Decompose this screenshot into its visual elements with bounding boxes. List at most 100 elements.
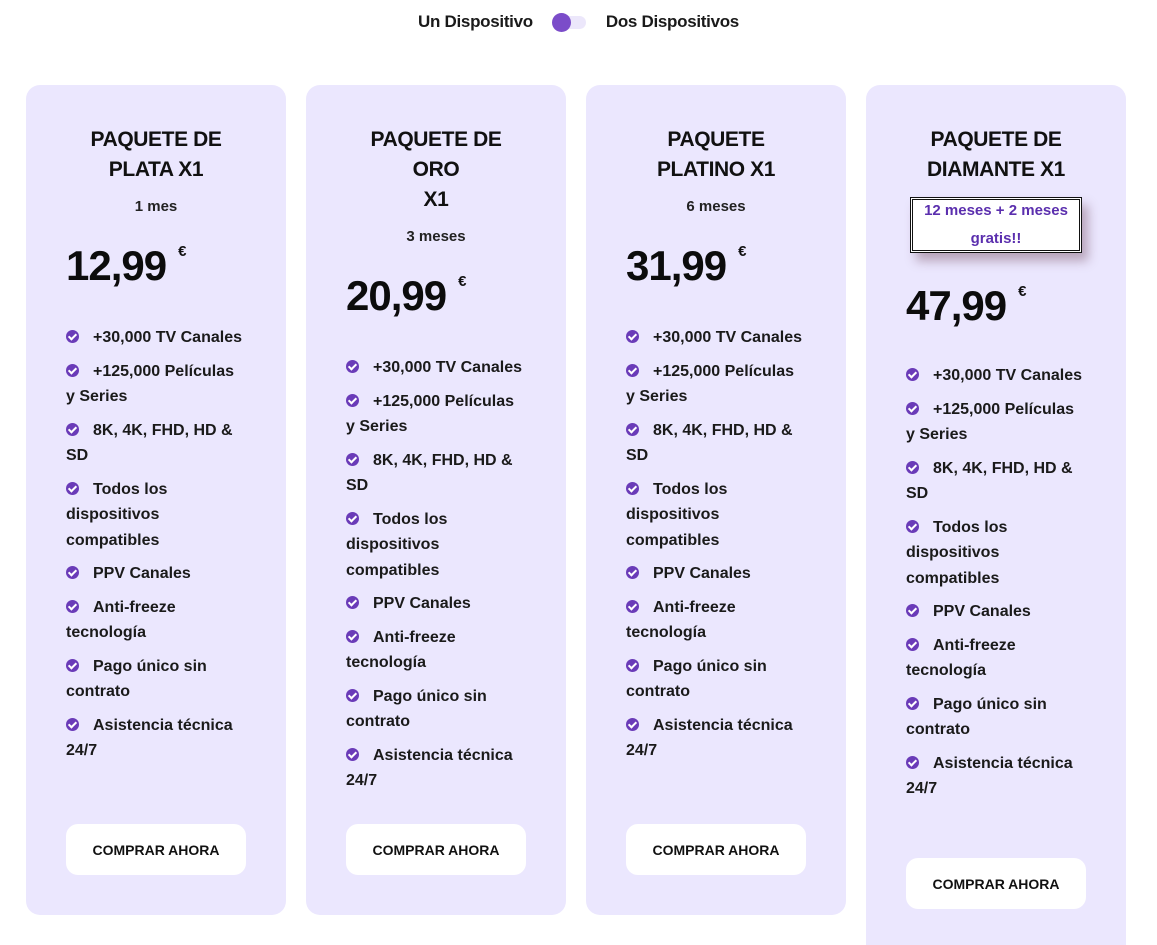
feature-text: +30,000 TV Canales [373, 359, 522, 376]
feature-item: Anti-freeze tecnología [626, 595, 806, 646]
feature-text: +30,000 TV Canales [933, 367, 1082, 384]
price-currency: € [1018, 283, 1027, 300]
feature-item: Todos los dispositivos compatibles [626, 477, 806, 554]
buy-now-button[interactable]: COMPRAR AHORA [346, 824, 526, 875]
feature-text: Pago único sin contrato [626, 657, 767, 701]
feature-text: Asistencia técnica 24/7 [626, 716, 793, 760]
plan-title: PAQUETE DE DIAMANTE X1 [927, 128, 1065, 181]
feature-item: +125,000 Películas y Series [66, 359, 246, 410]
toggle-label-two-devices[interactable]: Dos Dispositivos [605, 12, 739, 31]
switch-knob[interactable] [551, 13, 571, 32]
plan-card-platino: PAQUETE PLATINO X1 6 meses 31,99 € +30,0… [586, 85, 846, 915]
check-circle-icon [346, 688, 359, 702]
feature-item: Asistencia técnica 24/7 [346, 743, 526, 794]
feature-text: 8K, 4K, FHD, HD & SD [346, 451, 513, 495]
check-circle-icon [346, 393, 359, 407]
check-circle-icon [626, 717, 639, 731]
check-circle-icon [626, 481, 639, 495]
plan-duration: 6 meses [686, 198, 746, 215]
feature-text: Asistencia técnica 24/7 [66, 716, 233, 760]
feature-item: 8K, 4K, FHD, HD & SD [66, 418, 246, 469]
feature-list: +30,000 TV Canales +125,000 Películas y … [346, 355, 526, 794]
feature-item: 8K, 4K, FHD, HD & SD [626, 418, 806, 469]
check-circle-icon [66, 658, 79, 672]
check-circle-icon [66, 566, 79, 579]
price-currency: € [458, 273, 467, 290]
buy-now-button[interactable]: COMPRAR AHORA [626, 824, 806, 875]
check-circle-icon [626, 330, 639, 343]
feature-item: 8K, 4K, FHD, HD & SD [346, 448, 526, 499]
device-switch[interactable] [551, 13, 586, 32]
check-circle-icon [66, 481, 79, 495]
check-circle-icon [346, 511, 359, 525]
buy-now-button[interactable]: COMPRAR AHORA [66, 824, 246, 875]
feature-item: Pago único sin contrato [346, 684, 526, 735]
check-circle-icon [66, 363, 79, 377]
plan-title: PAQUETE DE PLATA X1 [90, 128, 222, 181]
check-circle-icon [906, 604, 919, 617]
check-circle-icon [346, 452, 359, 466]
feature-item: +125,000 Películas y Series [906, 397, 1086, 448]
feature-text: PPV Canales [373, 595, 471, 612]
feature-item: +125,000 Películas y Series [346, 389, 526, 440]
feature-text: PPV Canales [93, 565, 191, 582]
feature-item: Anti-freeze tecnología [346, 625, 526, 676]
feature-item: PPV Canales [66, 561, 246, 587]
plan-title: PAQUETE PLATINO X1 [656, 128, 776, 181]
check-circle-icon [346, 629, 359, 643]
feature-text: Pago único sin contrato [906, 695, 1047, 739]
feature-item: +30,000 TV Canales [626, 325, 806, 351]
feature-item: Todos los dispositivos compatibles [66, 477, 246, 554]
plan-price: 20,99 € [346, 267, 526, 325]
check-circle-icon [906, 519, 919, 533]
feature-text: Todos los dispositivos compatibles [626, 480, 728, 549]
check-circle-icon [626, 566, 639, 579]
feature-item: 8K, 4K, FHD, HD & SD [906, 456, 1086, 507]
feature-item: Anti-freeze tecnología [66, 595, 246, 646]
feature-item: +30,000 TV Canales [66, 325, 246, 351]
feature-item: Todos los dispositivos compatibles [906, 515, 1086, 592]
feature-item: Pago único sin contrato [66, 654, 246, 705]
check-circle-icon [906, 401, 919, 415]
price-currency: € [738, 243, 747, 260]
check-circle-icon [906, 637, 919, 651]
feature-item: +30,000 TV Canales [346, 355, 526, 381]
plan-duration: 3 meses [406, 228, 466, 245]
check-circle-icon [906, 696, 919, 710]
feature-text: +30,000 TV Canales [653, 329, 802, 346]
feature-text: 8K, 4K, FHD, HD & SD [906, 459, 1073, 503]
feature-list: +30,000 TV Canales +125,000 Películas y … [66, 325, 246, 764]
check-circle-icon [906, 755, 919, 769]
price-value: 31,99 [626, 242, 727, 289]
promo-badge: 12 meses + 2 meses gratis!! [910, 197, 1082, 253]
plan-price: 31,99 € [626, 237, 806, 295]
feature-text: Anti-freeze tecnología [906, 636, 1016, 680]
check-circle-icon [346, 360, 359, 373]
feature-item: Pago único sin contrato [626, 654, 806, 705]
check-circle-icon [66, 422, 79, 436]
feature-text: Pago único sin contrato [66, 657, 207, 701]
feature-item: Asistencia técnica 24/7 [906, 751, 1086, 802]
plan-card-plata: PAQUETE DE PLATA X1 1 mes 12,99 € +30,00… [26, 85, 286, 915]
feature-text: +125,000 Películas y Series [906, 400, 1074, 444]
price-value: 47,99 [906, 282, 1007, 329]
plan-title: PAQUETE DE ORO X1 [370, 128, 502, 211]
feature-item: Anti-freeze tecnología [906, 633, 1086, 684]
feature-item: PPV Canales [346, 591, 526, 617]
check-circle-icon [66, 717, 79, 731]
check-circle-icon [626, 363, 639, 377]
feature-text: Todos los dispositivos compatibles [906, 518, 1008, 587]
feature-item: PPV Canales [906, 599, 1086, 625]
plan-price: 47,99 € [906, 277, 1086, 335]
feature-item: PPV Canales [626, 561, 806, 587]
check-circle-icon [346, 747, 359, 761]
buy-now-button[interactable]: COMPRAR AHORA [906, 858, 1086, 909]
toggle-label-one-device[interactable]: Un Dispositivo [418, 12, 533, 31]
feature-text: 8K, 4K, FHD, HD & SD [66, 421, 233, 465]
feature-text: Anti-freeze tecnología [66, 598, 176, 642]
check-circle-icon [346, 596, 359, 609]
feature-text: +125,000 Películas y Series [346, 392, 514, 436]
feature-item: Todos los dispositivos compatibles [346, 507, 526, 584]
feature-item: Asistencia técnica 24/7 [626, 713, 806, 764]
feature-text: Todos los dispositivos compatibles [346, 510, 448, 579]
